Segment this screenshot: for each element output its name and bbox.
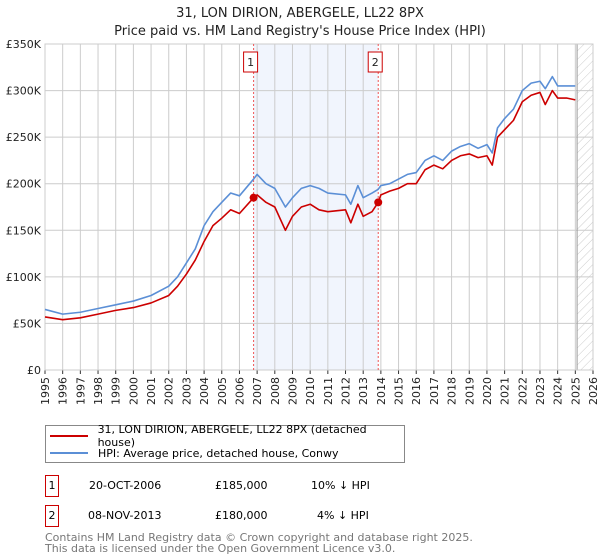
x-tick-label: 2014 <box>375 377 388 405</box>
sale-label: 1 <box>247 56 254 69</box>
x-tick-label: 1996 <box>57 377 70 405</box>
transaction-price: £180,000 <box>215 509 268 522</box>
x-tick-label: 2019 <box>463 377 476 405</box>
x-tick-label: 2026 <box>587 377 600 405</box>
y-tick-label: £100K <box>6 271 42 284</box>
legend-label-property: 31, LON DIRION, ABERGELE, LL22 8PX (deta… <box>97 423 367 449</box>
chart-title: 31, LON DIRION, ABERGELE, LL22 8PX <box>176 6 424 21</box>
x-tick-label: 2025 <box>569 377 582 405</box>
x-tick-label: 2020 <box>481 377 494 405</box>
blue-line-swatch <box>50 452 88 454</box>
legend-label-hpi: HPI: Average price, detached house, Conw… <box>98 446 339 460</box>
x-tick-label: 2018 <box>446 377 459 405</box>
x-tick-label: 2023 <box>534 377 547 405</box>
y-tick-label: £300K <box>6 85 42 98</box>
x-tick-label: 1997 <box>74 377 87 405</box>
y-tick-label: £200K <box>6 178 42 191</box>
y-tick-label: £250K <box>6 131 42 144</box>
y-tick-label: £50K <box>13 317 42 330</box>
y-tick-label: £350K <box>6 38 42 51</box>
legend: 31, LON DIRION, ABERGELE, LL22 8PX (deta… <box>45 423 405 463</box>
transaction-marker: 2 <box>45 505 59 527</box>
plot-area: 1995 1996 1997 1998 1999 2000 2001 2002 2003 2004… <box>6 38 600 405</box>
x-tick-label: 2009 <box>286 377 299 405</box>
legend-item-property: 31, LON DIRION, ABERGELE, LL22 8PX (deta… <box>46 423 404 449</box>
hpi-line <box>44 75 576 315</box>
x-tick-label: 2015 <box>393 377 406 405</box>
x-tick-label: 2013 <box>357 377 370 405</box>
x-tick-label: 2024 <box>552 377 565 405</box>
price-paid-line <box>44 89 576 321</box>
forecast-hatch <box>577 44 593 370</box>
x-tick-label: 1998 <box>92 377 105 405</box>
x-tick-label: 2000 <box>127 377 140 405</box>
plot-border <box>44 43 594 371</box>
red-line-swatch <box>50 435 88 437</box>
transaction-date: 08-NOV-2013 <box>88 509 162 522</box>
sale-label-box <box>367 51 383 73</box>
transaction-marker: 1 <box>45 475 59 497</box>
x-tick-label: 1999 <box>110 377 123 405</box>
x-tick-label: 2021 <box>499 377 512 405</box>
x-tick-label: 2004 <box>198 377 211 405</box>
x-tick-label: 2011 <box>322 377 335 405</box>
y-tick-label: £150K <box>6 224 42 237</box>
x-tick-label: 2008 <box>269 377 282 405</box>
transaction-delta: 10% ↓ HPI <box>311 479 370 492</box>
x-tick-label: 2010 <box>304 377 317 405</box>
x-tick-label: 2022 <box>516 377 529 405</box>
transaction-date: 20-OCT-2006 <box>89 479 162 492</box>
x-tick-label: 1995 <box>39 377 52 405</box>
transaction-delta: 4% ↓ HPI <box>317 509 369 522</box>
sale-label-box <box>243 51 259 73</box>
y-tick-label: £0 <box>27 364 41 377</box>
sale-point <box>249 193 258 202</box>
legend-item-hpi: HPI: Average price, detached house, Conw… <box>46 445 339 461</box>
sale-label: 2 <box>372 56 379 69</box>
sale-point <box>374 198 383 207</box>
x-tick-label: 2001 <box>145 377 158 405</box>
x-tick-label: 2012 <box>340 377 353 405</box>
x-tick-label: 2016 <box>410 377 423 405</box>
x-tick-label: 2003 <box>180 377 193 405</box>
x-tick-label: 2017 <box>428 377 441 405</box>
footer-licence: This data is licensed under the Open Gov… <box>45 542 396 555</box>
footer-copyright: Contains HM Land Registry data © Crown c… <box>45 531 473 544</box>
x-tick-label: 2007 <box>251 377 264 405</box>
x-tick-label: 2002 <box>163 377 176 405</box>
x-tick-label: 2006 <box>233 377 246 405</box>
x-tick-label: 2005 <box>216 377 229 405</box>
chart-subtitle: Price paid vs. HM Land Registry's House … <box>114 24 486 39</box>
transaction-price: £185,000 <box>215 479 268 492</box>
